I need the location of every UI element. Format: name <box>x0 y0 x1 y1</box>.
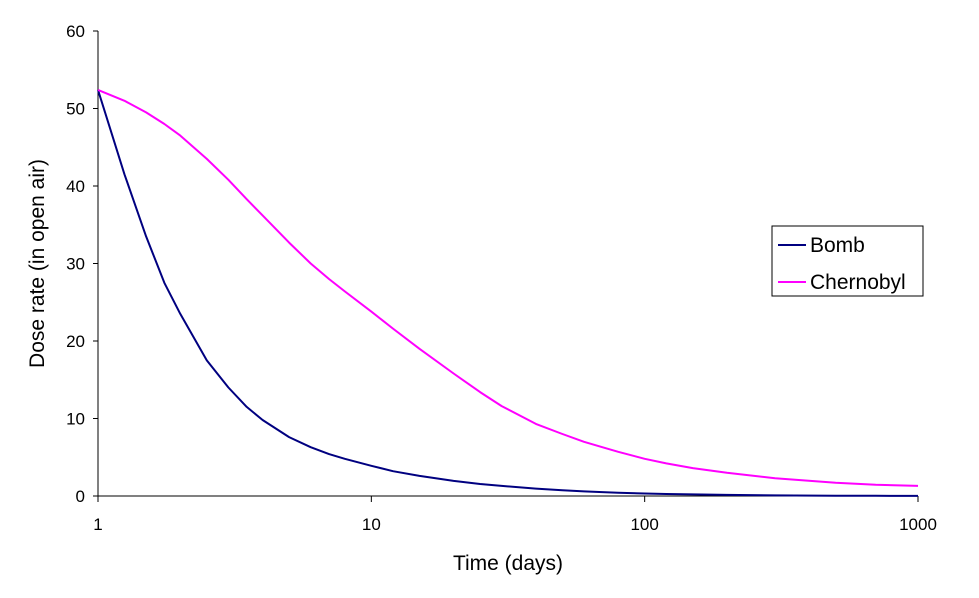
y-tick-label: 10 <box>66 410 85 429</box>
x-tick-label: 100 <box>630 515 658 534</box>
series-lines <box>97 88 919 497</box>
x-axis-title: Time (days) <box>453 552 563 575</box>
legend-label-chernobyl: Chernobyl <box>810 271 906 294</box>
y-tick-label: 20 <box>66 332 85 351</box>
x-tick-label: 1000 <box>899 515 937 534</box>
x-tick-label: 1 <box>93 515 102 534</box>
x-tick-label: 10 <box>362 515 381 534</box>
y-tick-label: 50 <box>66 100 85 119</box>
legend-box <box>771 225 924 297</box>
legend: Bomb Chernobyl <box>771 225 924 297</box>
series-line-chernobyl <box>97 88 919 487</box>
y-tick-label: 0 <box>76 487 85 506</box>
x-axis-ticks: 1 10 100 1000 <box>93 496 937 534</box>
y-axis-ticks: 0 10 20 30 40 50 60 <box>66 22 98 506</box>
y-tick-label: 30 <box>66 255 85 274</box>
y-tick-label: 60 <box>66 22 85 41</box>
y-axis-title: Dose rate (in open air) <box>26 159 49 368</box>
legend-label-bomb: Bomb <box>810 234 865 257</box>
series-line-bomb <box>97 89 919 497</box>
y-tick-label: 40 <box>66 177 85 196</box>
